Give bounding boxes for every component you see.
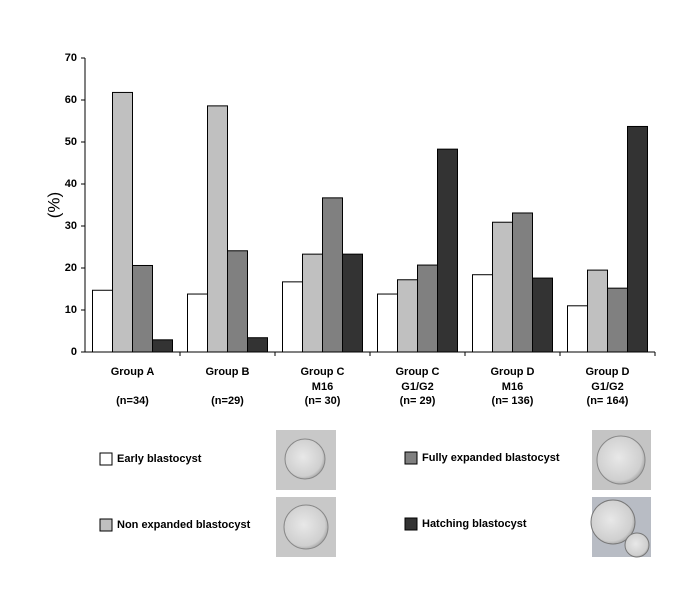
legend-swatch xyxy=(99,518,113,532)
bar xyxy=(532,277,553,353)
legend-label: Fully expanded blastocyst xyxy=(422,452,560,464)
bar xyxy=(282,281,303,353)
bar xyxy=(607,287,628,353)
bar xyxy=(417,264,438,353)
y-tick-label: 10 xyxy=(65,304,77,316)
y-tick-label: 40 xyxy=(65,178,77,190)
bar xyxy=(132,264,153,353)
x-tick-label: G1/G2 xyxy=(401,381,433,393)
y-tick-label: 0 xyxy=(71,346,77,358)
bar xyxy=(492,221,513,353)
micrograph xyxy=(276,430,651,558)
x-tick-label: (n= 136) xyxy=(492,395,534,407)
y-tick-label: 50 xyxy=(65,136,77,148)
bar xyxy=(112,91,133,353)
legend-swatch xyxy=(404,517,418,531)
bar xyxy=(567,305,588,353)
legend-label: Hatching blastocyst xyxy=(422,518,527,530)
y-axis-label: (%) xyxy=(44,192,63,218)
y-tick-label: 70 xyxy=(65,52,77,64)
bar xyxy=(342,253,363,353)
bar xyxy=(187,293,208,353)
x-tick-label: Group D xyxy=(586,366,630,378)
bar xyxy=(247,337,268,353)
x-tick-label: (n=34) xyxy=(116,395,149,407)
x-tick-label: G1/G2 xyxy=(591,381,623,393)
bar xyxy=(437,148,458,353)
bar xyxy=(472,274,493,353)
bar xyxy=(207,105,228,353)
x-tick-label: Group A xyxy=(111,366,155,378)
x-tick-label: Group B xyxy=(206,366,250,378)
bar xyxy=(227,250,248,353)
legend-label: Early blastocyst xyxy=(117,453,202,465)
x-tick-label: (n= 30) xyxy=(305,395,341,407)
bar xyxy=(587,269,608,353)
bar xyxy=(92,289,113,353)
legend-swatch xyxy=(99,452,113,466)
bar xyxy=(397,279,418,353)
x-tick-label: (n=29) xyxy=(211,395,244,407)
x-tick-label: M16 xyxy=(502,381,523,393)
x-tick-label: (n= 29) xyxy=(400,395,436,407)
x-tick-label: Group C xyxy=(301,366,345,378)
x-tick-label: Group D xyxy=(491,366,535,378)
x-tick-label: (n= 164) xyxy=(587,395,629,407)
x-tick-label: Group C xyxy=(396,366,440,378)
bar xyxy=(512,212,533,353)
bar xyxy=(322,197,343,353)
bar xyxy=(302,253,323,353)
y-tick-label: 30 xyxy=(65,220,77,232)
legend-swatch xyxy=(404,451,418,465)
legend-label: Non expanded blastocyst xyxy=(117,519,251,531)
y-tick-label: 60 xyxy=(65,94,77,106)
x-tick-label: M16 xyxy=(312,381,333,393)
bar xyxy=(152,339,173,353)
bar xyxy=(377,293,398,353)
bar xyxy=(627,125,648,353)
y-tick-label: 20 xyxy=(65,262,77,274)
